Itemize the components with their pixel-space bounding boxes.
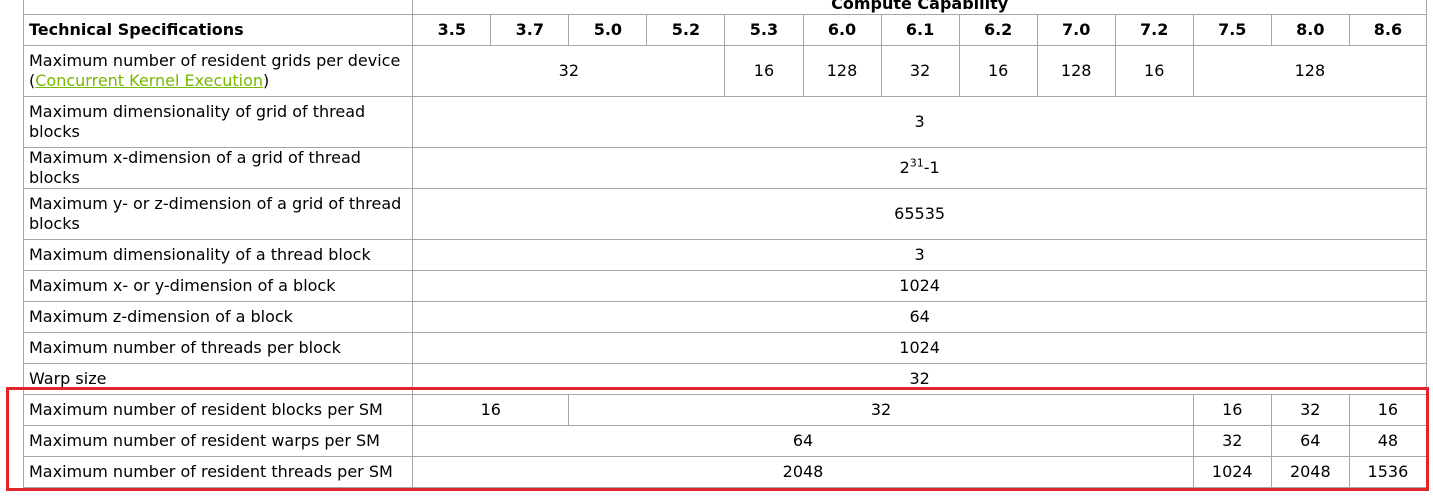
- compute-capability-table: Compute Capability Technical Specificati…: [22, 0, 1428, 488]
- table-cell: 64: [412, 300, 1427, 333]
- table-cell: 128: [1036, 44, 1116, 97]
- version-header: 8.0: [1270, 13, 1350, 46]
- row-label: Maximum y- or z-dimension of a grid of t…: [22, 187, 414, 240]
- table-cell: 48: [1348, 424, 1428, 457]
- row-label: Maximum number of resident warps per SM: [22, 424, 414, 457]
- table-row: Maximum number of threads per block 1024: [22, 331, 1427, 364]
- table-cell: 16: [958, 44, 1038, 97]
- row-label: Maximum number of threads per block: [22, 331, 414, 364]
- table-group-header-row: Compute Capability: [22, 0, 1427, 15]
- paren-open: (: [29, 70, 36, 90]
- table-cell: 16: [1348, 393, 1428, 426]
- spec-column-header: Technical Specifications: [22, 13, 414, 46]
- compute-capability-heading: Compute Capability: [412, 0, 1427, 15]
- version-header: 6.0: [802, 13, 882, 46]
- version-header: 7.2: [1114, 13, 1194, 46]
- table-row: Maximum number of resident blocks per SM…: [22, 393, 1428, 426]
- version-header: 5.2: [646, 13, 726, 46]
- table-cell: 128: [1192, 44, 1428, 97]
- table-row: Maximum number of resident grids per dev…: [22, 44, 1428, 97]
- table-cell: 1536: [1348, 455, 1428, 488]
- row-label: Maximum number of resident grids per dev…: [22, 44, 414, 97]
- version-header: 3.7: [490, 13, 570, 46]
- version-header: 3.5: [412, 13, 492, 46]
- version-header: 7.0: [1036, 13, 1116, 46]
- table-row: Maximum z-dimension of a block 64: [22, 300, 1427, 333]
- table-row: Maximum y- or z-dimension of a grid of t…: [22, 187, 1427, 240]
- table-row: Maximum number of resident threads per S…: [22, 455, 1428, 488]
- table-cell: 64: [1270, 424, 1350, 457]
- power-base: 2: [899, 157, 910, 177]
- paren-close: ): [263, 70, 270, 90]
- table-cell: 2048: [412, 455, 1194, 488]
- table-row: Maximum x-dimension of a grid of thread …: [22, 146, 1427, 189]
- row-label: Maximum x- or y-dimension of a block: [22, 269, 414, 302]
- row-label: Maximum z-dimension of a block: [22, 300, 414, 333]
- power-suffix: -1: [923, 157, 940, 177]
- table-cell: 32: [412, 44, 726, 97]
- row-label: Warp size: [22, 362, 414, 395]
- version-header: 8.6: [1348, 13, 1428, 46]
- row-label: Maximum x-dimension of a grid of thread …: [22, 146, 414, 189]
- table-cell: 32: [412, 362, 1427, 395]
- table-cell: 64: [412, 424, 1194, 457]
- table-cell: 3: [412, 238, 1427, 271]
- table-cell: 65535: [412, 187, 1427, 240]
- table-cell: 16: [724, 44, 804, 97]
- table-header-row: Technical Specifications 3.5 3.7 5.0 5.2…: [22, 13, 1428, 46]
- row-label: Maximum number of resident blocks per SM: [22, 393, 414, 426]
- table-cell: 32: [1192, 424, 1272, 457]
- version-header: 6.2: [958, 13, 1038, 46]
- table-cell: 32: [1270, 393, 1350, 426]
- table-row: Warp size 32: [22, 362, 1427, 395]
- table-cell: 1024: [412, 331, 1427, 364]
- table-cell: 32: [880, 44, 960, 97]
- concurrent-kernel-execution-link[interactable]: Concurrent Kernel Execution: [35, 70, 264, 90]
- table-cell: 1024: [1192, 455, 1272, 488]
- table-cell: 3: [412, 95, 1427, 148]
- header-empty-cell: [22, 0, 414, 15]
- version-header: 5.3: [724, 13, 804, 46]
- table-cell: 16: [1114, 44, 1194, 97]
- table-row: Maximum dimensionality of a thread block…: [22, 238, 1427, 271]
- table-row: Maximum x- or y-dimension of a block 102…: [22, 269, 1427, 302]
- table-row: Maximum dimensionality of grid of thread…: [22, 95, 1427, 148]
- table-cell: 1024: [412, 269, 1427, 302]
- power-exponent: 31: [909, 156, 924, 170]
- row-label: Maximum dimensionality of grid of thread…: [22, 95, 414, 148]
- table-cell: 231-1: [412, 146, 1427, 189]
- version-header: 7.5: [1192, 13, 1272, 46]
- table-cell: 32: [568, 393, 1194, 426]
- version-header: 5.0: [568, 13, 648, 46]
- table-cell: 2048: [1270, 455, 1350, 488]
- row-label: Maximum dimensionality of a thread block: [22, 238, 414, 271]
- row-label: Maximum number of resident threads per S…: [22, 455, 414, 488]
- table-cell: 128: [802, 44, 882, 97]
- version-header: 6.1: [880, 13, 960, 46]
- table-row: Maximum number of resident warps per SM …: [22, 424, 1428, 457]
- table-cell: 16: [1192, 393, 1272, 426]
- row-label-text: Maximum number of resident grids per dev…: [29, 50, 401, 70]
- table-cell: 16: [412, 393, 570, 426]
